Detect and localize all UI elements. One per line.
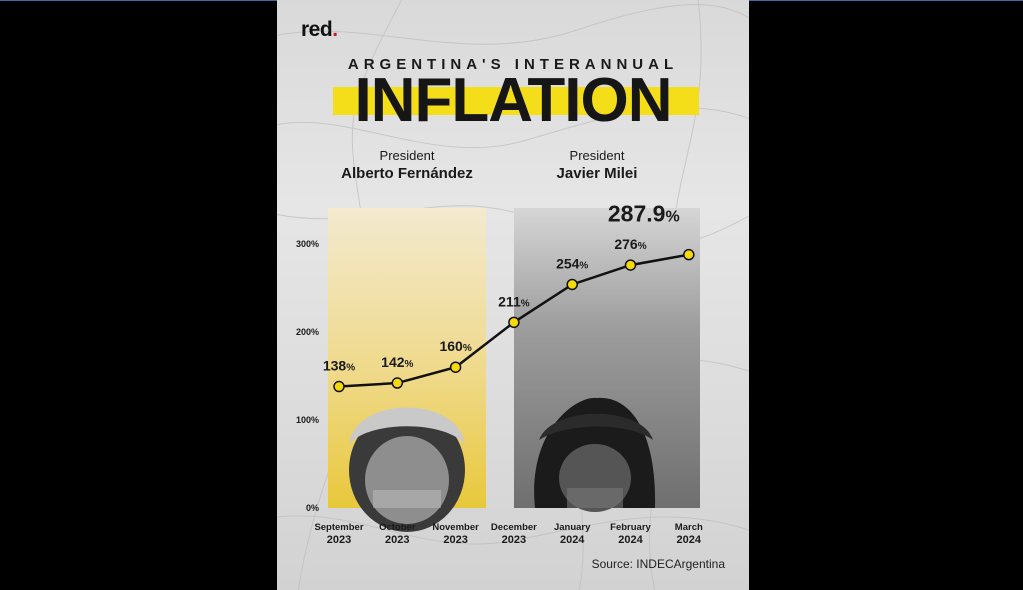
x-tick-year: 2023 bbox=[385, 534, 409, 546]
data-label: 211% bbox=[498, 293, 530, 309]
data-label: 142% bbox=[381, 354, 413, 370]
data-point bbox=[508, 316, 520, 329]
title-line-1: ARGENTINA'S INTERANNUAL bbox=[347, 56, 679, 73]
x-tick-year: 2023 bbox=[327, 534, 351, 546]
x-tick-month: November bbox=[432, 522, 479, 533]
president-role: President bbox=[379, 148, 435, 163]
x-tick-year: 2023 bbox=[443, 534, 467, 546]
president-name: Alberto Fernández bbox=[341, 165, 473, 182]
title-highlight bbox=[333, 87, 699, 115]
data-point bbox=[683, 248, 695, 261]
president-fernandez: President Alberto Fernández bbox=[307, 148, 507, 182]
data-point bbox=[566, 278, 578, 291]
president-role: President bbox=[569, 148, 625, 163]
milei-portrait bbox=[534, 397, 656, 512]
data-label: 160% bbox=[439, 338, 471, 354]
y-tick-label: 100% bbox=[296, 415, 319, 425]
data-point bbox=[391, 377, 404, 389]
x-tick-month: February bbox=[610, 522, 651, 533]
x-tick-month: September bbox=[314, 522, 363, 533]
president-name: Javier Milei bbox=[556, 165, 638, 182]
y-tick-label: 200% bbox=[296, 327, 319, 337]
x-tick-month: January bbox=[554, 522, 591, 533]
data-label: 287.9% bbox=[608, 201, 680, 227]
president-milei: President Javier Milei bbox=[497, 148, 697, 182]
x-tick-month: March bbox=[675, 522, 703, 533]
data-point bbox=[333, 380, 345, 393]
inflation-line-chart: 0%100%200%300% September2023October2023N… bbox=[296, 201, 703, 546]
brand-logo: red. bbox=[301, 18, 338, 41]
x-tick-year: 2024 bbox=[560, 534, 585, 546]
fernandez-portrait bbox=[349, 407, 465, 532]
data-point bbox=[449, 361, 462, 373]
x-tick-year: 2024 bbox=[618, 534, 643, 546]
title-line-2: INFLATION bbox=[354, 66, 672, 135]
infographic-card: red. ARGENTINA'S INTERANNUAL INFLATION P… bbox=[277, 0, 749, 590]
y-tick-label: 300% bbox=[296, 239, 319, 249]
y-tick-label: 0% bbox=[306, 503, 319, 513]
x-tick-year: 2023 bbox=[502, 534, 526, 546]
data-label: 138% bbox=[323, 358, 355, 374]
source-note: Source: INDECArgentina bbox=[591, 557, 725, 571]
x-tick-year: 2024 bbox=[677, 534, 702, 546]
data-label: 254% bbox=[556, 255, 588, 271]
data-label: 276% bbox=[614, 236, 646, 252]
x-tick-month: December bbox=[491, 522, 537, 533]
x-tick-month: October bbox=[379, 522, 416, 533]
data-point bbox=[624, 259, 637, 271]
